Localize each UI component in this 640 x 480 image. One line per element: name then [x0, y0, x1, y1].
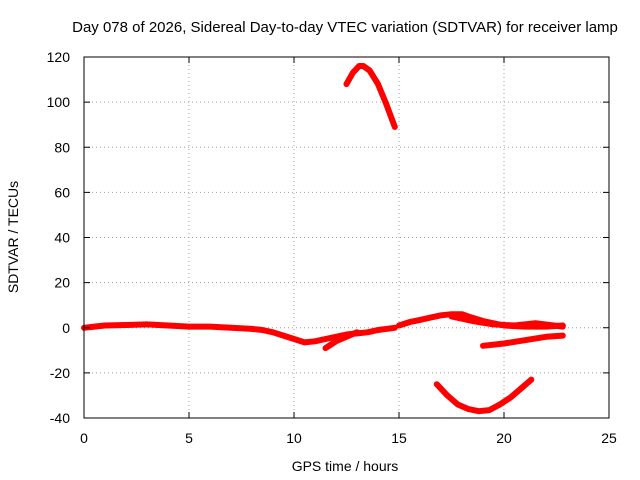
series-arc-5	[448, 313, 566, 330]
series-arc-2	[322, 329, 360, 352]
x-tick-label: 25	[601, 430, 617, 446]
x-tick-label: 20	[496, 430, 512, 446]
grid-lines	[84, 57, 609, 418]
y-tick-label: 0	[62, 320, 70, 336]
series-arc-3	[343, 63, 398, 130]
series-layer	[81, 63, 566, 415]
plot-frame	[83, 56, 610, 419]
series-arc-6	[480, 332, 566, 349]
x-tick-label: 15	[391, 430, 407, 446]
y-tick-label: 20	[54, 275, 70, 291]
series-arc-7	[433, 376, 535, 415]
y-axis-label: SDTVAR / TECUs	[5, 181, 21, 293]
x-tick-label: 0	[80, 430, 88, 446]
y-tick-label: 120	[47, 49, 71, 65]
y-tick-label: -40	[50, 410, 70, 426]
x-tick-label: 5	[185, 430, 193, 446]
y-tick-label: 60	[54, 184, 70, 200]
y-tick-label: 40	[54, 230, 70, 246]
y-tick-label: -20	[50, 365, 70, 381]
x-axis-label: GPS time / hours	[292, 458, 399, 474]
axis-ticks: 0 5 10 15 20 25 -40 -20 0 20 40 60 80 100 120	[47, 49, 617, 446]
x-tick-label: 10	[286, 430, 302, 446]
y-tick-label: 80	[54, 139, 70, 155]
y-tick-label: 100	[47, 94, 71, 110]
chart-title: Day 078 of 2026, Sidereal Day-to-day VTE…	[72, 19, 618, 36]
